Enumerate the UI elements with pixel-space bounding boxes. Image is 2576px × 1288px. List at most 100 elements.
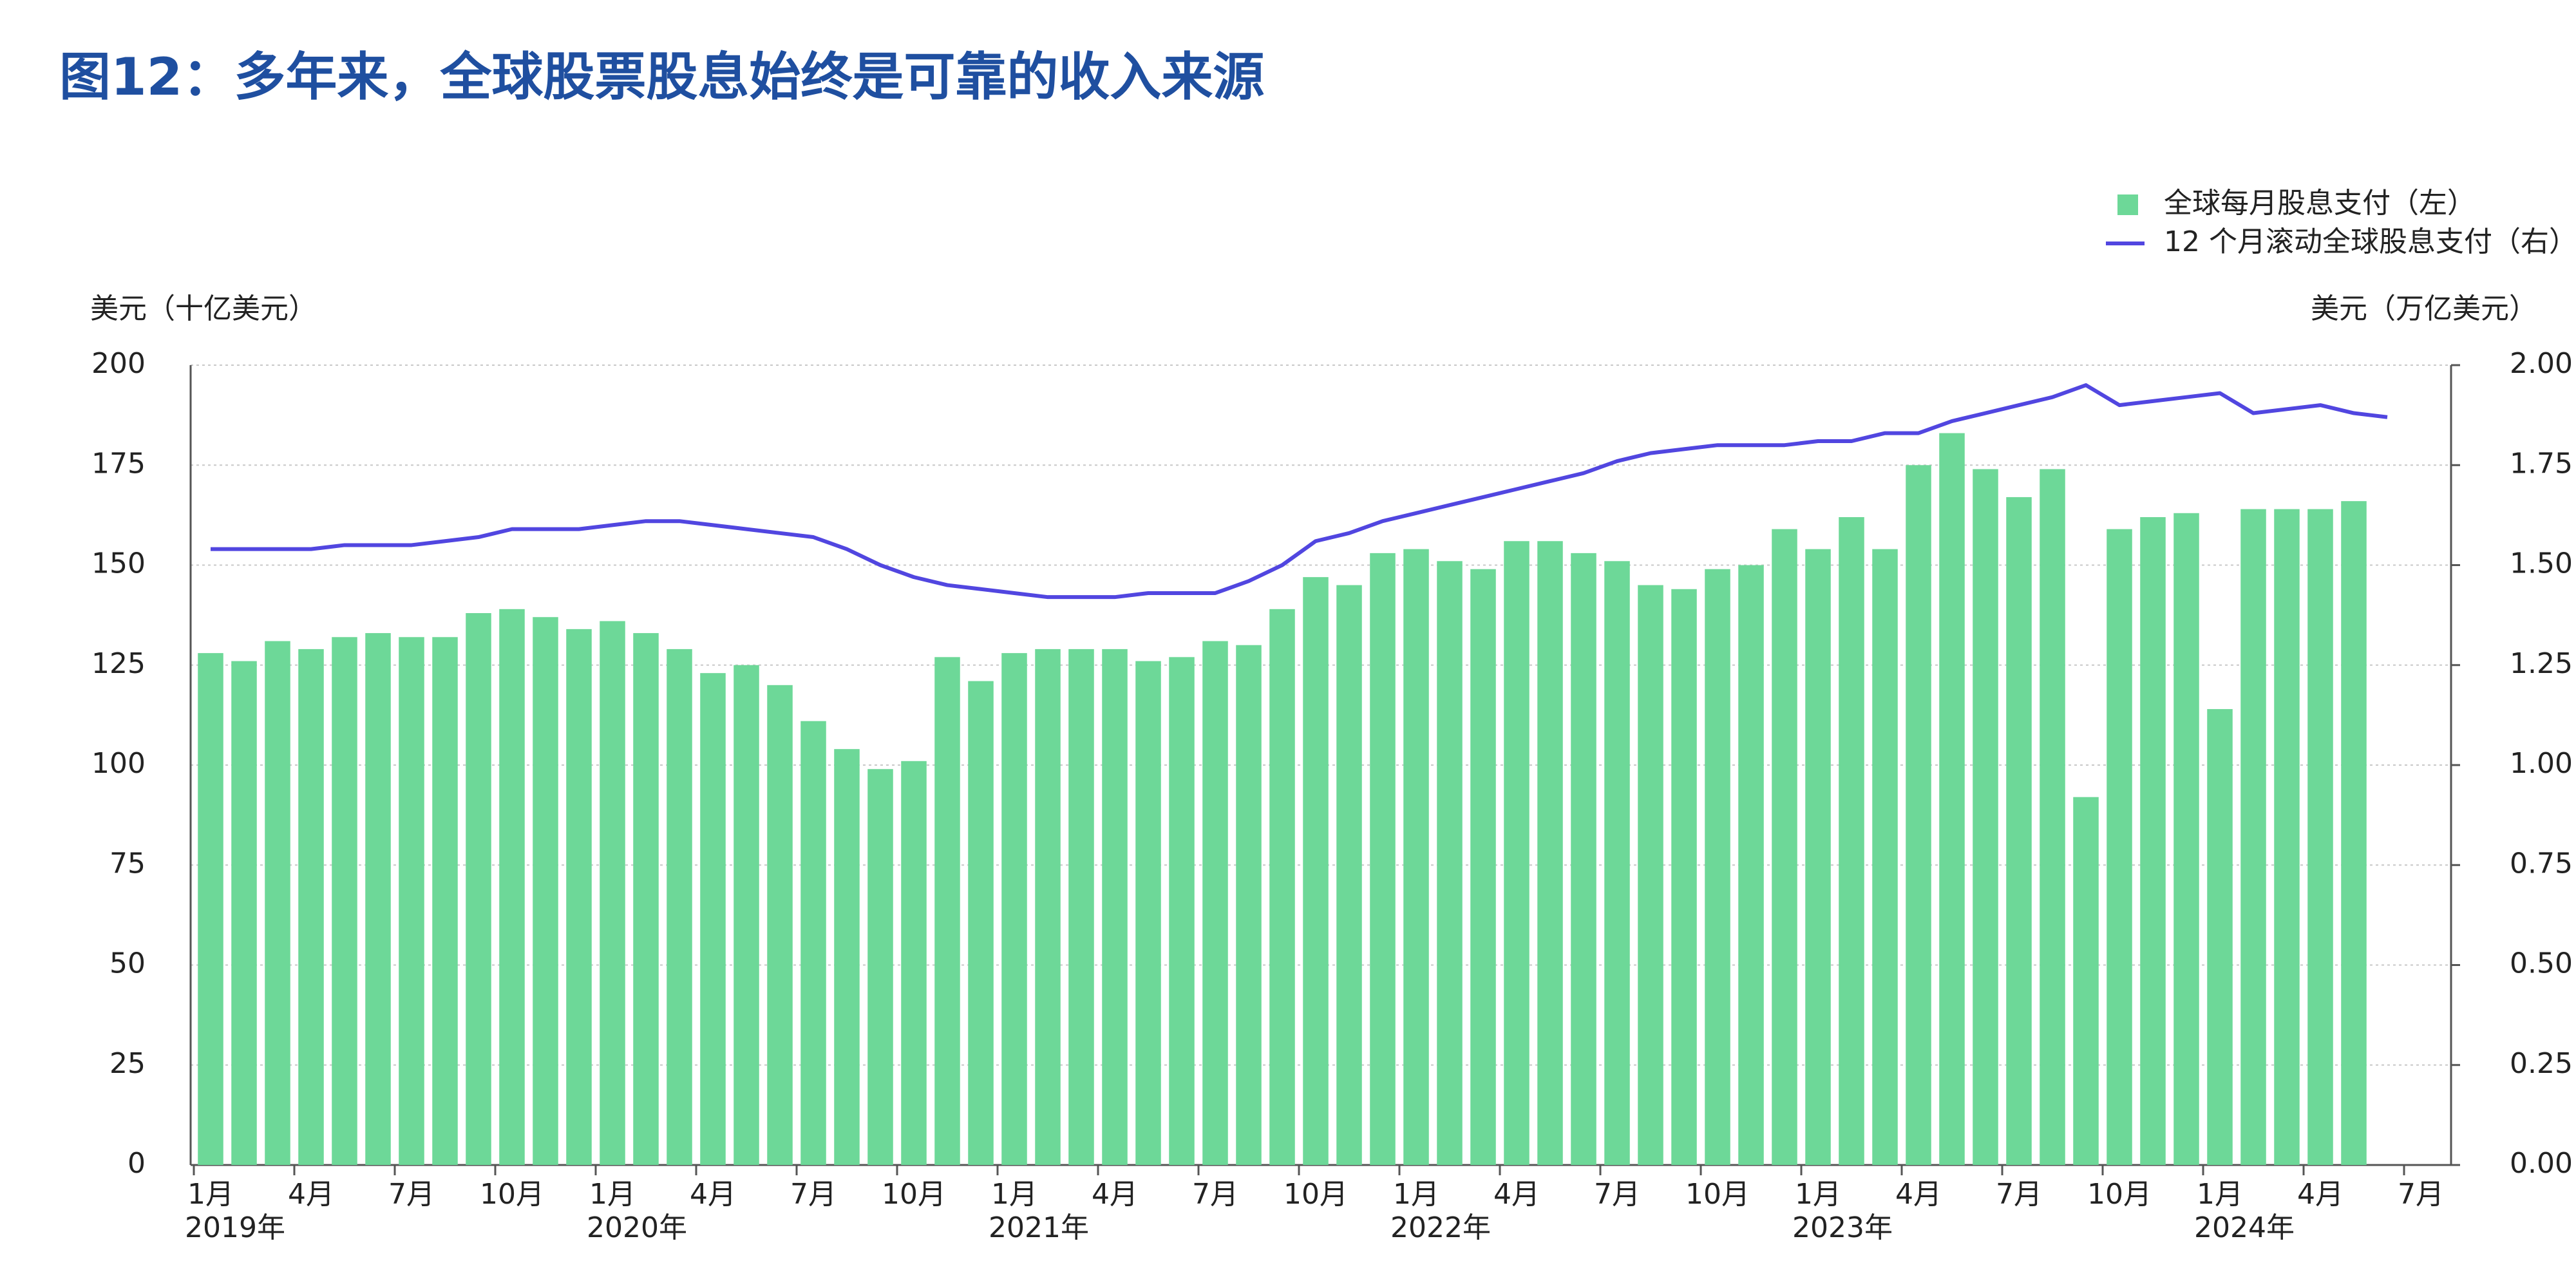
bar — [466, 613, 491, 1165]
legend-label: 12 个月滚动全球股息支付（右） — [2164, 225, 2576, 258]
y2-tick-label: 0.75 — [2510, 847, 2573, 880]
bar — [298, 649, 324, 1165]
bar — [1269, 609, 1295, 1165]
x-tick-label: 1月 — [2197, 1178, 2243, 1211]
bar — [2207, 709, 2233, 1165]
x-tick-label: 4月 — [690, 1178, 736, 1211]
bar — [1537, 541, 1563, 1165]
bar — [1001, 653, 1027, 1165]
y-tick-label: 0 — [128, 1147, 146, 1180]
y-tick-label: 25 — [109, 1047, 146, 1080]
y-tick-label: 125 — [91, 647, 146, 680]
x-tick-label: 1月 — [187, 1178, 234, 1211]
bar — [1135, 661, 1161, 1165]
x-tick-label: 7月 — [1996, 1178, 2042, 1211]
x-tick-label: 10月 — [2087, 1178, 2152, 1211]
bar — [2240, 509, 2266, 1165]
y2-tick-label: 1.50 — [2510, 547, 2573, 580]
y2-tick-label: 1.00 — [2510, 747, 2573, 780]
legend-label: 全球每月股息支付（左） — [2164, 187, 2476, 220]
x-tick-label: 7月 — [790, 1178, 837, 1211]
bar — [667, 649, 692, 1165]
bar — [231, 661, 257, 1165]
y-axis-label: 美元（十亿美元） — [90, 292, 317, 325]
y-tick-label: 175 — [91, 447, 146, 480]
year-label: 2022年 — [1390, 1211, 1491, 1244]
bar — [1169, 657, 1195, 1165]
bar — [2107, 529, 2132, 1165]
bar — [198, 653, 223, 1165]
x-tick-label: 1月 — [1393, 1178, 1439, 1211]
bar — [2341, 501, 2367, 1165]
bar — [1068, 649, 1094, 1165]
bar — [399, 637, 424, 1165]
y2-axis-label: 美元（万亿美元） — [2311, 292, 2537, 325]
bar — [432, 637, 458, 1165]
bar — [1939, 433, 1965, 1165]
bar — [2073, 797, 2099, 1165]
bar — [1839, 516, 1864, 1165]
bar — [1336, 585, 1362, 1165]
x-tick-label: 4月 — [1493, 1178, 1540, 1211]
x-tick-label: 7月 — [1594, 1178, 1640, 1211]
x-tick-label: 10月 — [1283, 1178, 1348, 1211]
x-tick-label: 4月 — [1895, 1178, 1942, 1211]
bar — [767, 685, 793, 1165]
bar — [834, 749, 860, 1165]
y2-tick-label: 1.25 — [2510, 647, 2573, 680]
year-label: 2020年 — [587, 1211, 687, 1244]
bar — [1202, 641, 1228, 1165]
y-tick-label: 75 — [109, 847, 146, 880]
y2-tick-label: 2.00 — [2510, 347, 2573, 380]
bar — [1370, 553, 1396, 1165]
legend-swatch — [2117, 194, 2138, 215]
x-tick-label: 10月 — [882, 1178, 946, 1211]
line — [211, 383, 2388, 600]
bar — [700, 673, 726, 1165]
bar — [2307, 509, 2333, 1165]
y2-tick-label: 0.50 — [2510, 947, 2573, 980]
x-tick-label: 10月 — [480, 1178, 544, 1211]
bar — [1571, 553, 1596, 1165]
bar — [934, 657, 960, 1165]
bar — [265, 641, 290, 1165]
bar — [1638, 585, 1663, 1165]
bar — [1872, 549, 1898, 1165]
bar — [1604, 561, 1630, 1165]
bar — [1236, 645, 1262, 1165]
bar — [1035, 649, 1061, 1165]
x-tick-label: 1月 — [991, 1178, 1037, 1211]
y2-tick-label: 0.00 — [2510, 1147, 2573, 1180]
y2-tick-label: 0.25 — [2510, 1047, 2573, 1080]
bar — [1671, 589, 1697, 1165]
bar — [1470, 569, 1496, 1165]
year-label: 2023年 — [1792, 1211, 1893, 1244]
y-tick-label: 200 — [91, 347, 146, 380]
bar — [2006, 497, 2032, 1166]
x-tick-label: 7月 — [2398, 1178, 2444, 1211]
y-tick-label: 100 — [91, 747, 146, 780]
year-label: 2019年 — [185, 1211, 285, 1244]
y2-tick-label: 1.75 — [2510, 447, 2573, 480]
bar — [968, 681, 994, 1165]
x-tick-label: 4月 — [2297, 1178, 2344, 1211]
bar — [1906, 465, 1931, 1165]
bar — [1738, 565, 1764, 1165]
x-tick-label: 10月 — [1685, 1178, 1750, 1211]
bar — [1805, 549, 1831, 1165]
x-tick-label: 1月 — [589, 1178, 636, 1211]
bar — [867, 769, 893, 1165]
chart-title: 图12：多年来，全球股票股息始终是可靠的收入来源 — [59, 47, 1264, 107]
x-tick-label: 7月 — [388, 1178, 435, 1211]
bar — [2174, 513, 2199, 1165]
bar — [600, 621, 625, 1165]
bar — [2274, 509, 2300, 1165]
bar — [2140, 516, 2166, 1165]
bar — [533, 617, 558, 1165]
bar — [1403, 549, 1429, 1165]
bar — [1705, 569, 1730, 1165]
bar — [2040, 469, 2065, 1166]
y-tick-label: 50 — [109, 947, 146, 980]
bar — [566, 629, 592, 1165]
